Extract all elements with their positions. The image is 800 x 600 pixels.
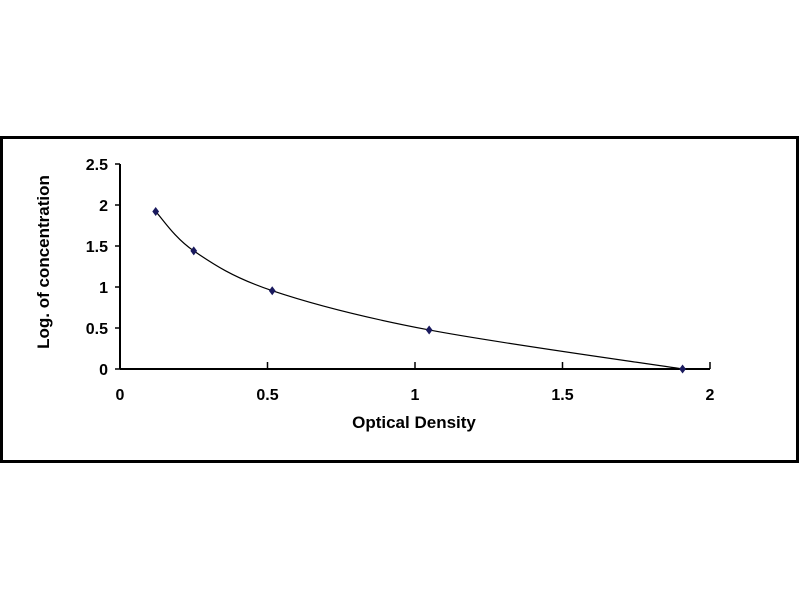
x-tick-label: 0	[116, 387, 125, 404]
x-tick-labels: 0 0.5 1 1.5 2	[116, 387, 715, 404]
data-point	[190, 246, 198, 256]
data-point	[152, 207, 160, 217]
data-point	[268, 286, 276, 296]
y-tick-labels: 0 0.5 1 1.5 2 2.5	[86, 157, 108, 379]
x-tick-label: 2	[706, 387, 715, 404]
x-tick-label: 1	[411, 387, 420, 404]
data-point	[425, 325, 433, 335]
y-tick-label: 2.5	[86, 157, 108, 174]
data-points	[152, 207, 686, 374]
data-point	[679, 364, 686, 374]
y-axis-label: Log. of concentration	[34, 175, 53, 349]
axes	[115, 163, 711, 370]
x-tick-label: 1.5	[551, 387, 573, 404]
chart-frame	[0, 136, 799, 463]
y-tick-label: 0.5	[86, 321, 108, 338]
x-axis-label: Optical Density	[352, 413, 476, 432]
x-tick-label: 0.5	[256, 387, 278, 404]
y-tick-label: 1	[99, 280, 108, 297]
y-tick-label: 2	[99, 198, 108, 215]
y-tick-label: 1.5	[86, 239, 108, 256]
y-tick-label: 0	[99, 362, 108, 379]
